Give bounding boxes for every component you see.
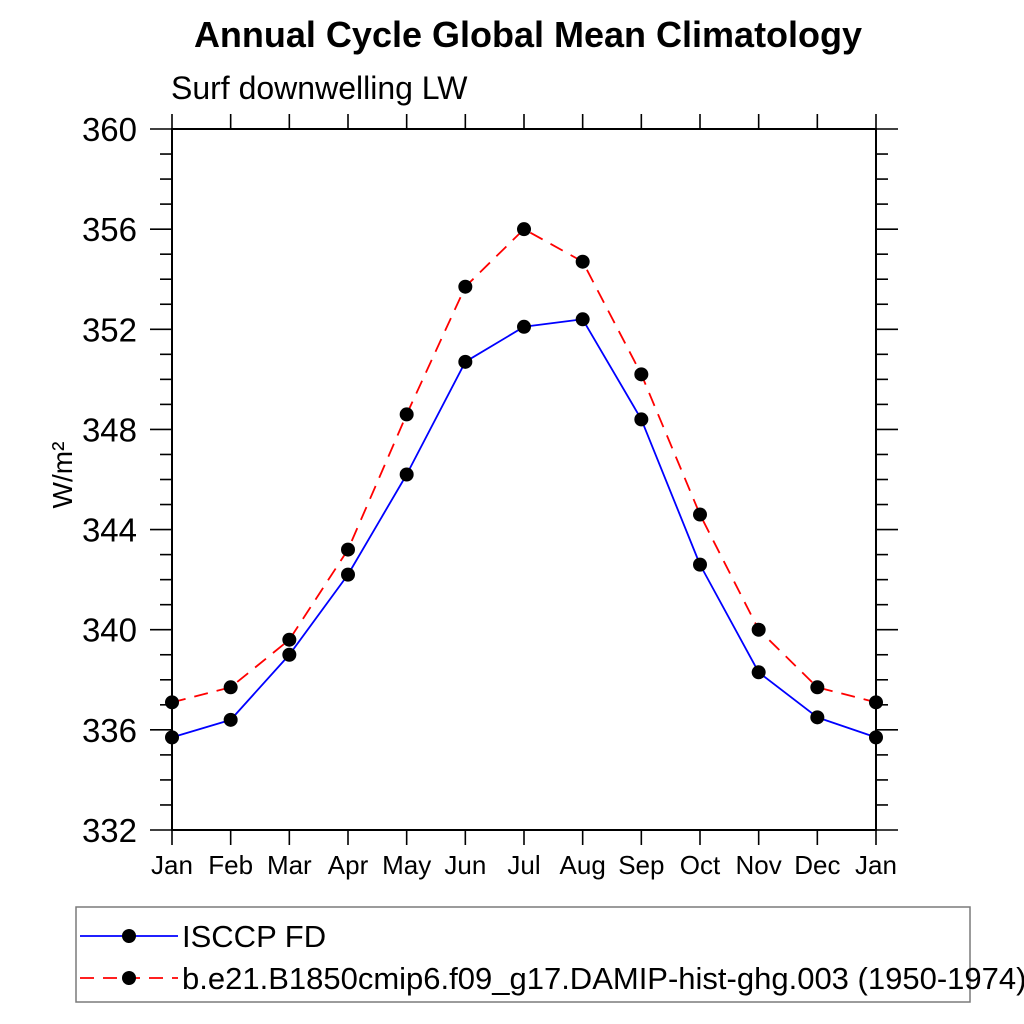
- y-axis-label: W/m²: [47, 442, 78, 509]
- legend-sample-marker-0: [122, 929, 136, 943]
- legend-label-isccp-fd: ISCCP FD: [182, 919, 326, 954]
- x-tick-label: Sep: [618, 850, 664, 880]
- legend-sample-marker-1: [122, 971, 136, 985]
- series-0-marker: [282, 647, 297, 662]
- series-1-marker: [693, 507, 707, 522]
- series-1-marker: [223, 680, 238, 695]
- x-tick-label: Nov: [736, 850, 782, 880]
- x-tick-label: Mar: [267, 850, 312, 880]
- y-tick-label: 336: [82, 712, 137, 749]
- chart-subtitle: Surf downwelling LW: [171, 70, 468, 106]
- series-0-marker: [458, 354, 473, 369]
- series-0-marker: [869, 730, 883, 745]
- x-tick-label: May: [382, 850, 431, 880]
- series-1-marker: [282, 632, 297, 647]
- series-0-marker: [399, 467, 414, 482]
- series-line-0: [171, 318, 877, 739]
- series-1-marker: [575, 254, 590, 269]
- series-1-marker: [399, 407, 414, 422]
- series-1-marker: [810, 680, 825, 695]
- series-0-marker: [810, 710, 825, 725]
- series-0-marker: [693, 557, 707, 572]
- legend-label-model-run: b.e21.B1850cmip6.f09_g17.DAMIP-hist-ghg.…: [182, 961, 1024, 996]
- x-tick-label: Aug: [560, 850, 606, 880]
- y-tick-label: 344: [82, 512, 137, 549]
- series-0-marker: [517, 319, 531, 334]
- series-0-marker: [165, 730, 179, 745]
- legend-box: [75, 906, 971, 1003]
- y-tick-label: 348: [82, 411, 137, 448]
- y-tick-label: 340: [82, 612, 137, 649]
- series-0-marker: [341, 567, 355, 582]
- series-0-marker: [223, 712, 238, 727]
- x-tick-label: Apr: [328, 850, 369, 880]
- chart-title: Annual Cycle Global Mean Climatology: [194, 14, 862, 55]
- series-1-marker: [165, 695, 179, 710]
- x-tick-label: Jan: [151, 850, 193, 880]
- legend-samples: [80, 929, 178, 985]
- series-1-marker: [869, 695, 883, 710]
- y-tick-label: 360: [82, 111, 137, 148]
- series-0-marker: [751, 665, 766, 680]
- series-0-marker: [634, 412, 649, 427]
- series-1-marker: [458, 279, 473, 294]
- x-tick-label: Jul: [507, 850, 540, 880]
- y-tick-label: 356: [82, 211, 137, 248]
- y-tick-label: 352: [82, 311, 137, 348]
- y-tick-label: 332: [82, 812, 137, 849]
- x-tick-label: Feb: [208, 850, 253, 880]
- data-series-layer: [165, 222, 883, 745]
- series-1-marker: [751, 622, 766, 637]
- axis-tick-labels: 332 336 340 344 348 352 356 360 Jan Feb Mar Apr May J…: [82, 111, 897, 880]
- series-1-marker: [341, 542, 355, 557]
- x-tick-label: Jun: [444, 850, 486, 880]
- legend: ISCCP FD b.e21.B1850cmip6.f09_g17.DAMIP-…: [75, 906, 1024, 1003]
- series-line-1: [171, 228, 877, 704]
- series-0-marker: [575, 312, 590, 327]
- x-tick-label: Jan: [855, 850, 897, 880]
- series-1-marker: [634, 367, 649, 382]
- x-tick-label: Dec: [794, 850, 840, 880]
- series-1-marker: [517, 222, 531, 237]
- x-tick-label: Oct: [680, 850, 721, 880]
